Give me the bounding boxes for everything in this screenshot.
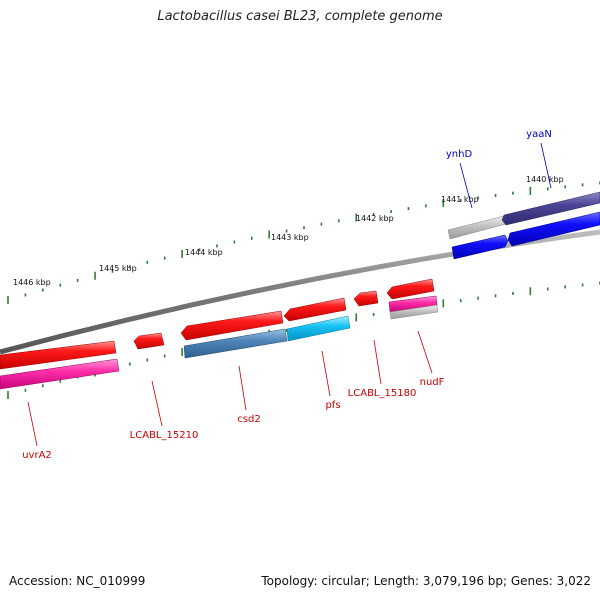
gene-pfs[interactable] xyxy=(283,297,347,322)
callout-line-nudF xyxy=(417,330,433,374)
tick-label: 1442 kbp xyxy=(356,214,394,223)
gene-csd2-cds[interactable] xyxy=(183,328,288,359)
tick-label: 1445 kbp xyxy=(99,264,137,273)
map-title: Lactobacillus casei BL23, complete genom… xyxy=(157,9,443,24)
gene-ynhD-cds[interactable] xyxy=(451,234,509,260)
gene-label-uvrA2[interactable]: uvrA2 xyxy=(22,450,52,461)
gene-label-LCABL_15210[interactable]: LCABL_15210 xyxy=(130,430,199,441)
callout-line-csd2 xyxy=(238,365,247,411)
gene-label-pfs[interactable]: pfs xyxy=(325,400,340,411)
tick-labels: 1440 kbp 1441 kbp 1442 kbp 1443 kbp 1444 kbp… xyxy=(13,175,564,287)
gene-csd2[interactable] xyxy=(180,310,284,341)
gene-yaaN-cds[interactable] xyxy=(507,211,600,247)
gene-yaaN[interactable] xyxy=(501,191,600,226)
gene-ynhD[interactable] xyxy=(447,215,507,240)
tick-label: 1443 kbp xyxy=(271,233,309,242)
callout-line-LCABL_15210 xyxy=(151,380,163,427)
gene-nudF-cds-2[interactable] xyxy=(389,304,439,320)
gene-LCABL_15180[interactable] xyxy=(353,290,379,307)
callout-line-ynhD xyxy=(459,162,473,209)
inner-tick-row xyxy=(7,281,600,399)
tick-label: 1446 kbp xyxy=(13,278,51,287)
gene-uvrA2-cds[interactable] xyxy=(0,358,120,390)
gene-label-ynhD[interactable]: ynhD xyxy=(446,149,473,160)
gene-pfs-cds[interactable] xyxy=(286,315,351,342)
callout-line-uvrA2 xyxy=(27,401,38,447)
gene-label-LCABL_15180[interactable]: LCABL_15180 xyxy=(348,388,417,399)
callout-line-yaaN xyxy=(540,142,552,189)
gene-label-nudF[interactable]: nudF xyxy=(420,377,445,388)
gene-LCABL_15210[interactable] xyxy=(133,332,165,350)
accession-text: Accession: NC_010999 xyxy=(9,574,146,588)
tick-label: 1440 kbp xyxy=(526,175,564,184)
tick-label: 1441 kbp xyxy=(441,195,479,204)
topology-text: Topology: circular; Length: 3,079,196 bp… xyxy=(261,574,591,588)
gene-label-csd2[interactable]: csd2 xyxy=(237,414,260,425)
gene-uvrA2[interactable] xyxy=(0,340,117,370)
gene-nudF[interactable] xyxy=(386,278,435,300)
tick-label: 1444 kbp xyxy=(185,248,223,257)
gene-label-yaaN[interactable]: yaaN xyxy=(526,129,552,140)
outer-tick-row xyxy=(7,181,600,304)
callout-line-pfs xyxy=(321,350,331,397)
callout-line-LCABL_15180 xyxy=(373,339,382,385)
